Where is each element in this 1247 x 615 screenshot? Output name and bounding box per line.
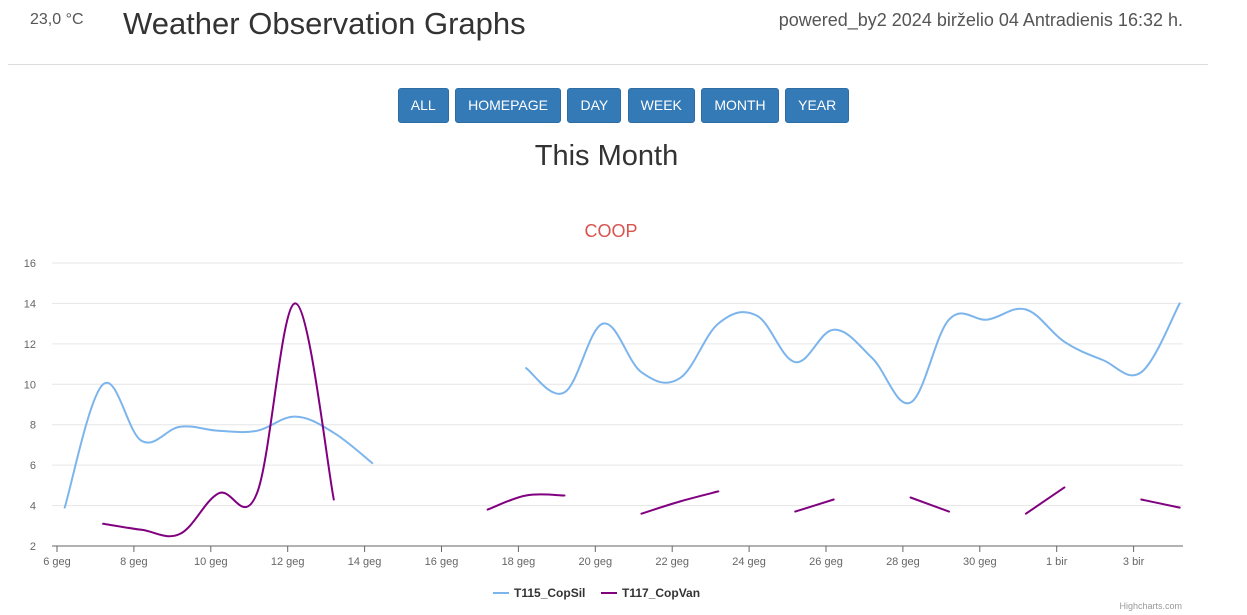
series-line-segment[interactable] xyxy=(102,302,335,538)
homepage-button[interactable]: HOMEPAGE xyxy=(455,88,561,123)
series-line-segment[interactable] xyxy=(63,381,374,509)
page-title: Weather Observation Graphs xyxy=(123,6,526,41)
month-button[interactable]: MONTH xyxy=(701,88,779,123)
series-T115_CopSil[interactable] xyxy=(63,302,1181,509)
axes: 2 4 6 8 10 12 14 16 6 geg 8 geg 10 geg 12 geg 14 geg… xyxy=(24,258,1183,568)
series-line-segment[interactable] xyxy=(909,496,950,513)
x-tick-label: 30 geg xyxy=(963,556,997,568)
y-tick-label: 8 xyxy=(30,420,36,432)
series-line-segment[interactable] xyxy=(486,493,566,511)
x-tick-label: 14 geg xyxy=(348,556,382,568)
legend: T115_CopSil T117_CopVan xyxy=(493,586,700,600)
series-line-segment[interactable] xyxy=(1024,486,1066,515)
header-divider xyxy=(8,64,1208,65)
series-line-segment[interactable] xyxy=(640,490,720,515)
week-button[interactable]: WEEK xyxy=(627,88,695,123)
x-tick-label: 3 bir xyxy=(1123,556,1145,568)
series-line-segment[interactable] xyxy=(1140,498,1181,509)
series-T117_CopVan[interactable] xyxy=(102,302,1181,538)
y-tick-label: 16 xyxy=(24,258,36,270)
y-tick-label: 14 xyxy=(24,298,36,310)
x-tick-label: 10 geg xyxy=(194,556,228,568)
legend-item[interactable]: T115_CopSil xyxy=(493,586,585,600)
current-temperature: 23,0 °C xyxy=(30,11,84,28)
x-tick-label: 16 geg xyxy=(425,556,459,568)
page-subtitle: This Month xyxy=(534,140,679,172)
x-tick-label: 18 geg xyxy=(502,556,536,568)
series-line-segment[interactable] xyxy=(794,498,835,513)
day-button[interactable]: DAY xyxy=(567,88,622,123)
x-tick-label: 26 geg xyxy=(809,556,843,568)
y-tick-label: 6 xyxy=(30,460,36,472)
x-tick-label: 6 geg xyxy=(43,556,71,568)
y-tick-label: 10 xyxy=(24,379,36,391)
x-tick-label: 12 geg xyxy=(271,556,305,568)
grid-lines xyxy=(52,262,1183,507)
chart-title: COOP xyxy=(584,221,637,241)
x-tick-label: 8 geg xyxy=(120,556,148,568)
y-tick-label: 4 xyxy=(30,501,36,513)
year-button[interactable]: YEAR xyxy=(785,88,850,123)
credits-link[interactable]: Highcharts.com xyxy=(1119,601,1182,611)
period-nav: ALL HOMEPAGE DAY WEEK MONTH YEAR xyxy=(0,88,1247,123)
series-lines xyxy=(63,302,1181,538)
x-tick-label: 20 geg xyxy=(578,556,612,568)
x-tick-label: 24 geg xyxy=(732,556,766,568)
y-tick-label: 2 xyxy=(30,541,36,553)
x-tick-label: 1 bir xyxy=(1046,556,1068,568)
page-header: 23,0 °C Weather Observation Graphs power… xyxy=(0,0,1247,65)
all-button[interactable]: ALL xyxy=(397,88,449,123)
legend-item[interactable]: T117_CopVan xyxy=(601,586,700,600)
legend-label[interactable]: T117_CopVan xyxy=(622,586,700,600)
x-tick-label: 22 geg xyxy=(655,556,689,568)
series-line-segment[interactable] xyxy=(525,302,1181,405)
legend-label[interactable]: T115_CopSil xyxy=(514,586,585,600)
powered-by-datetime: powered_by2 2024 birželio 04 Antradienis… xyxy=(778,10,1183,30)
y-tick-label: 12 xyxy=(24,339,36,351)
x-tick-label: 28 geg xyxy=(886,556,920,568)
